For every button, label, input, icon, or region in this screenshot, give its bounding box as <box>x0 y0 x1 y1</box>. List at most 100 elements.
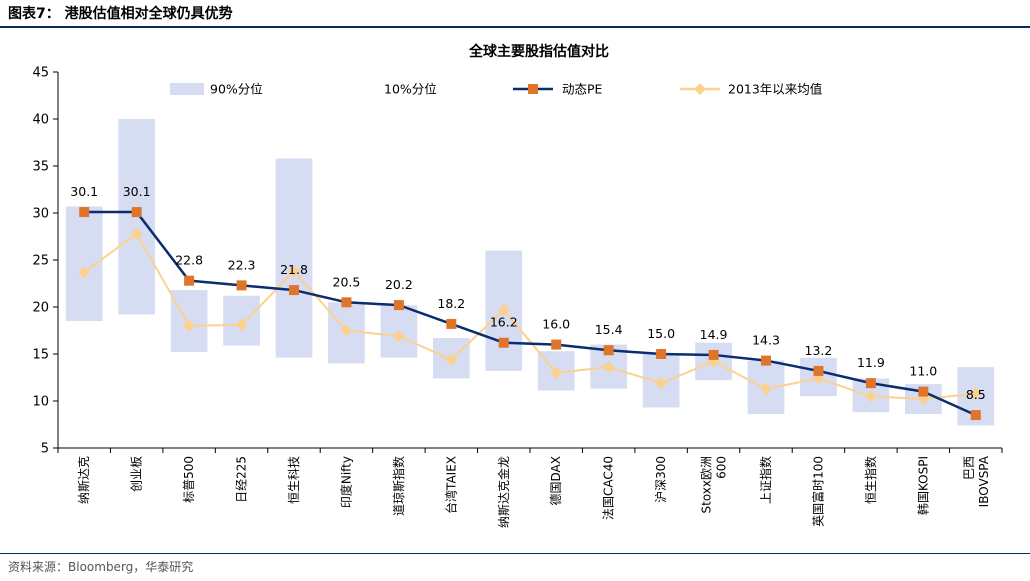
x-tick-label-line: 上证指数 <box>758 456 773 504</box>
mean-point <box>655 377 668 390</box>
series-line <box>84 210 977 417</box>
legend: 90%分位 10%分位 动态PE 2013年以来均值 <box>170 82 822 97</box>
x-tick-label: 创业板 <box>130 456 144 492</box>
header-rule <box>0 26 1030 28</box>
x-tick-label-line: 台湾TAIEX <box>443 456 458 514</box>
legend-label: 2013年以来均值 <box>728 82 822 97</box>
x-tick-label: 德国DAX <box>548 456 563 505</box>
mean-point <box>183 319 196 332</box>
band-base <box>695 380 732 448</box>
x-tick-label: 日经225 <box>235 456 249 503</box>
pe-data-label: 15.0 <box>647 326 675 341</box>
legend-label: 动态PE <box>562 82 603 97</box>
pe-point <box>341 297 352 308</box>
band-base <box>328 363 365 448</box>
legend-marker <box>694 83 706 95</box>
pe-point <box>131 207 142 218</box>
legend-label: 90%分位 <box>210 82 263 97</box>
x-tick-label-line: 沪深300 <box>654 456 668 503</box>
x-tick-label: 沪深300 <box>654 456 668 503</box>
pe-point <box>813 365 824 376</box>
mean-point <box>864 390 877 403</box>
pe-data-label: 22.3 <box>228 257 256 272</box>
pe-data-label: 14.9 <box>700 327 728 342</box>
x-tick-label: 英国富时100 <box>810 456 825 527</box>
mean-point <box>340 324 353 337</box>
x-tick-label-line: 印度Nifty <box>338 456 353 508</box>
x-tick-label-line: IBOVSPA <box>977 455 991 507</box>
pe-data-label: 11.9 <box>857 355 885 370</box>
pe-point <box>393 300 404 311</box>
band-base <box>118 314 156 448</box>
pe-data-label: 21.8 <box>280 262 308 277</box>
series-lines: 30.1 30.1 22.8 22.3 21.8 20.5 20.2 18.2 16.2 16.0… <box>70 184 986 421</box>
x-tick-label: 恒生指数 <box>863 456 878 504</box>
pe-data-label: 18.2 <box>437 296 465 311</box>
band-base <box>275 357 313 448</box>
series-line <box>83 232 976 401</box>
valuation-chart: 全球主要股指估值对比 5 10 15 20 25 30 35 40 45 纳斯达克 创业板 标普50… <box>32 43 1003 528</box>
pe-point <box>79 207 90 218</box>
x-tick-label: 道琼斯指数 <box>391 456 406 516</box>
mean-point <box>445 353 458 366</box>
pe-data-label: 8.5 <box>966 387 986 402</box>
pe-data-label: 20.2 <box>385 277 413 292</box>
y-tick-label: 45 <box>32 66 49 81</box>
x-tick-label-line: 日经225 <box>235 456 249 503</box>
x-tick-label-line: 德国DAX <box>548 456 563 505</box>
x-tick-label: 法国CAC40 <box>602 456 616 520</box>
band-base <box>223 345 260 448</box>
band-base <box>380 357 418 448</box>
x-tick-label: 纳斯达克金龙 <box>496 456 511 528</box>
x-tick-label-line: 纳斯达克金龙 <box>496 456 511 528</box>
x-tick-label-line: 英国富时100 <box>810 456 825 527</box>
y-tick-label: 25 <box>32 254 49 269</box>
chart-title: 全球主要股指估值对比 <box>468 43 609 60</box>
y-tick-label: 15 <box>32 348 49 363</box>
y-tick-label: 40 <box>32 113 49 128</box>
band-base <box>537 390 575 448</box>
mean-point <box>288 265 300 278</box>
band-base <box>170 352 208 448</box>
x-tick-label-line: 法国CAC40 <box>602 456 616 520</box>
quantile-bands <box>65 119 995 448</box>
pe-data-label: 14.3 <box>752 333 780 348</box>
y-tick-label: 10 <box>32 395 49 410</box>
source-note: 资料来源：Bloomberg，华泰研究 <box>8 560 194 574</box>
y-axis: 5 10 15 20 25 30 35 40 45 <box>32 66 59 457</box>
legend-marker <box>528 84 538 94</box>
mean-point <box>602 361 615 374</box>
x-tick-label: Stoxx欧洲600 <box>700 456 729 514</box>
pe-point <box>236 280 247 291</box>
band-base <box>485 370 523 448</box>
legend-swatch <box>170 83 204 95</box>
mean-point <box>969 387 982 400</box>
x-tick-label-line: Stoxx欧洲 <box>700 456 714 514</box>
legend-label: 10%分位 <box>384 82 437 97</box>
pe-point <box>865 378 876 389</box>
x-tick-label-line: 纳斯达克 <box>77 456 91 504</box>
band-base <box>904 414 942 448</box>
mean-point <box>497 303 510 316</box>
band-base <box>65 321 103 448</box>
footer-rule <box>0 553 1030 554</box>
y-tick-label: 5 <box>41 442 49 457</box>
mean-point <box>392 330 405 343</box>
pe-point <box>761 355 771 366</box>
pe-data-label: 15.4 <box>595 322 623 337</box>
x-tick-label: 韩国KOSPI <box>915 456 930 515</box>
band-base <box>642 407 680 448</box>
pe-data-label: 22.8 <box>175 253 203 268</box>
x-tick-label-line: 恒生科技 <box>287 456 301 504</box>
x-tick-label: 标普500 <box>182 456 196 503</box>
x-tick-label-line: 恒生指数 <box>863 456 878 504</box>
y-tick-label: 35 <box>32 160 49 175</box>
pe-point <box>708 349 719 360</box>
x-tick-label: 纳斯达克 <box>77 456 91 504</box>
pe-point <box>970 410 981 421</box>
x-tick-label: 印度Nifty <box>338 456 353 508</box>
mean-point <box>550 366 563 379</box>
band-base <box>747 414 785 448</box>
pe-data-label: 13.2 <box>805 343 833 358</box>
x-tick-label-line: 600 <box>715 456 729 479</box>
